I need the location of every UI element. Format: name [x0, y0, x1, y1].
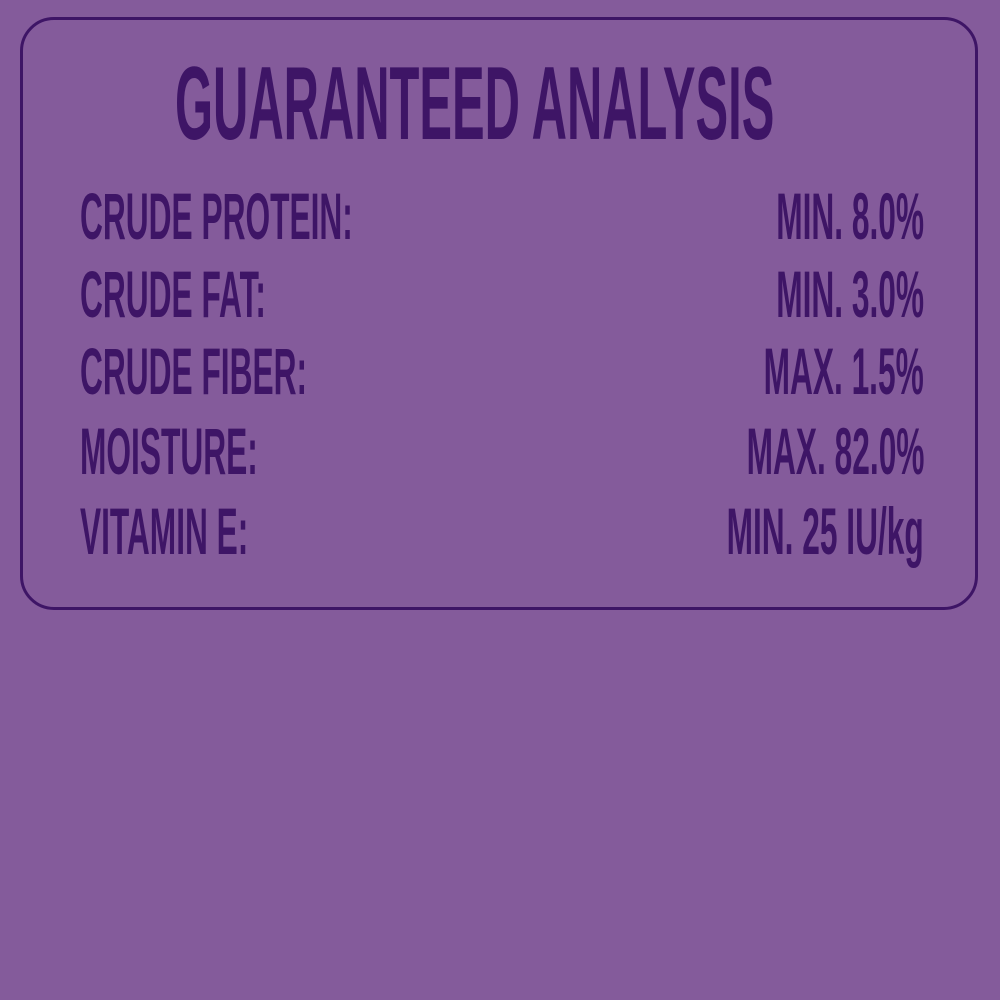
analysis-panel	[20, 17, 978, 610]
row-value-vitamin-e: MIN. 25 IU/kg	[726, 494, 924, 568]
row-label-protein: CRUDE PROTEIN:	[80, 179, 353, 253]
row-label-moisture: MOISTURE:	[80, 414, 258, 488]
panel-title: GUARANTEED ANALYSIS	[175, 46, 775, 162]
row-label-vitamin-e: VITAMIN E:	[80, 494, 249, 568]
row-value-moisture: MAX. 82.0%	[746, 414, 924, 488]
row-value-fat: MIN. 3.0%	[776, 257, 924, 331]
row-label-fat: CRUDE FAT:	[80, 257, 266, 331]
row-value-protein: MIN. 8.0%	[776, 179, 924, 253]
row-label-fiber: CRUDE FIBER:	[80, 334, 308, 408]
row-value-fiber: MAX. 1.5%	[763, 334, 924, 408]
